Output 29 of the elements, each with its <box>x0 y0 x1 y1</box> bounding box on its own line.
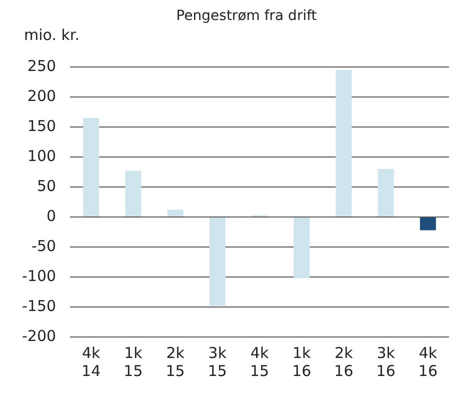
y-tick-label: -100 <box>22 266 56 285</box>
x-tick-label: 2k 15 <box>166 344 185 380</box>
bar <box>378 169 394 216</box>
bar <box>336 70 352 216</box>
bar <box>420 218 436 230</box>
y-tick-label: -50 <box>32 236 56 255</box>
x-tick-label: 3k 16 <box>376 344 396 380</box>
y-axis-title: mio. kr. <box>24 26 80 44</box>
y-tick-label: 150 <box>27 116 56 135</box>
x-tick-label: 4k 14 <box>82 344 101 380</box>
y-tick-label: -200 <box>22 326 56 345</box>
y-tick-label: 50 <box>36 176 56 195</box>
y-tick-label: 250 <box>27 56 56 75</box>
y-tick-label: -150 <box>22 296 56 315</box>
bar <box>167 210 184 216</box>
y-tick-label: 100 <box>27 146 56 165</box>
x-tick-label: 1k 15 <box>124 344 143 380</box>
x-tick-label: 4k 16 <box>418 344 438 380</box>
y-tick-label: 0 <box>46 206 56 225</box>
chart-title: Pengestrøm fra drift <box>175 8 318 24</box>
bar <box>125 170 142 216</box>
x-tick-label: 1k 16 <box>292 344 312 380</box>
x-tick-label: 4k 15 <box>250 344 270 380</box>
bar <box>83 118 100 216</box>
bar <box>209 218 226 306</box>
bar <box>294 218 310 278</box>
x-tick-label: 3k 15 <box>208 344 227 380</box>
y-tick-label: 200 <box>27 86 56 105</box>
x-tick-label: 2k 16 <box>334 344 354 380</box>
